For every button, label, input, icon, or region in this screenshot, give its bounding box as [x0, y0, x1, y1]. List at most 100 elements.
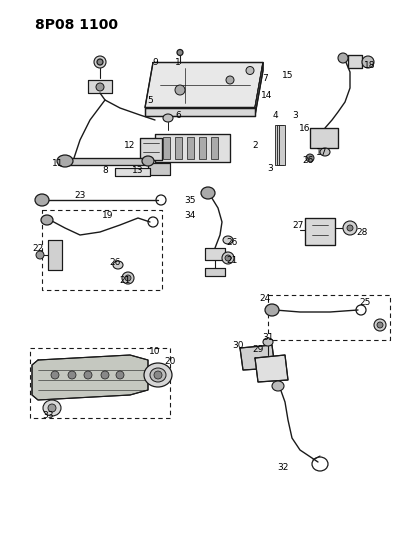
- Polygon shape: [115, 168, 150, 176]
- Ellipse shape: [101, 371, 109, 379]
- Polygon shape: [139, 138, 162, 160]
- Polygon shape: [145, 62, 262, 108]
- Ellipse shape: [68, 371, 76, 379]
- Ellipse shape: [97, 59, 103, 65]
- Ellipse shape: [125, 275, 131, 281]
- Polygon shape: [211, 137, 218, 159]
- Text: 12: 12: [124, 141, 135, 149]
- Text: 11: 11: [52, 158, 63, 167]
- Text: 17: 17: [315, 148, 327, 157]
- Text: 5: 5: [147, 95, 153, 104]
- Text: 8: 8: [102, 166, 108, 174]
- Ellipse shape: [43, 400, 61, 416]
- Ellipse shape: [245, 67, 254, 75]
- Ellipse shape: [163, 114, 173, 122]
- Ellipse shape: [51, 371, 59, 379]
- Text: 9: 9: [152, 58, 157, 67]
- Polygon shape: [254, 62, 262, 116]
- Text: 27: 27: [292, 221, 303, 230]
- Polygon shape: [68, 158, 145, 165]
- Ellipse shape: [94, 56, 106, 68]
- Text: 4: 4: [272, 110, 277, 119]
- Text: 23: 23: [74, 190, 85, 199]
- Polygon shape: [163, 137, 170, 159]
- Text: 16: 16: [299, 124, 310, 133]
- Text: 34: 34: [184, 211, 195, 220]
- Ellipse shape: [154, 371, 162, 379]
- Polygon shape: [309, 128, 337, 148]
- Polygon shape: [48, 240, 62, 270]
- Ellipse shape: [373, 319, 385, 331]
- Polygon shape: [145, 108, 254, 116]
- Ellipse shape: [221, 252, 234, 264]
- Ellipse shape: [337, 53, 347, 63]
- Ellipse shape: [346, 225, 352, 231]
- Polygon shape: [198, 137, 205, 159]
- Ellipse shape: [200, 187, 214, 199]
- Text: 21: 21: [226, 255, 237, 264]
- Ellipse shape: [116, 371, 124, 379]
- Ellipse shape: [225, 255, 230, 261]
- Polygon shape: [204, 268, 225, 276]
- Ellipse shape: [36, 251, 44, 259]
- Ellipse shape: [96, 83, 104, 91]
- Text: 28: 28: [355, 228, 367, 237]
- Text: 20: 20: [164, 358, 175, 367]
- Text: 15: 15: [281, 70, 293, 79]
- Polygon shape: [239, 345, 274, 370]
- Text: 26: 26: [301, 156, 313, 165]
- Text: 26: 26: [109, 257, 120, 266]
- Ellipse shape: [41, 215, 53, 225]
- Polygon shape: [304, 218, 334, 245]
- Text: 2: 2: [252, 141, 257, 149]
- Polygon shape: [274, 125, 280, 165]
- Text: 32: 32: [276, 464, 288, 472]
- Ellipse shape: [376, 322, 382, 328]
- Ellipse shape: [342, 221, 356, 235]
- Ellipse shape: [150, 368, 166, 382]
- Polygon shape: [254, 355, 287, 382]
- Text: 6: 6: [175, 110, 180, 119]
- Text: 13: 13: [132, 166, 144, 174]
- Ellipse shape: [271, 381, 283, 391]
- Text: 30: 30: [231, 341, 243, 350]
- Text: 18: 18: [363, 61, 375, 69]
- Text: 3: 3: [267, 164, 272, 173]
- Text: 25: 25: [358, 297, 370, 306]
- Polygon shape: [32, 355, 148, 400]
- Text: 31: 31: [262, 334, 273, 343]
- Ellipse shape: [225, 76, 234, 84]
- Ellipse shape: [84, 371, 92, 379]
- Polygon shape: [155, 134, 229, 162]
- Text: 33: 33: [42, 410, 54, 419]
- Polygon shape: [175, 137, 182, 159]
- Text: 14: 14: [261, 91, 272, 100]
- Ellipse shape: [113, 261, 123, 269]
- Text: 1: 1: [175, 58, 180, 67]
- Text: 7: 7: [261, 74, 267, 83]
- Ellipse shape: [144, 363, 172, 387]
- Text: 10: 10: [149, 348, 160, 357]
- Text: 21: 21: [119, 276, 130, 285]
- Polygon shape: [276, 125, 282, 165]
- Polygon shape: [204, 248, 225, 260]
- Text: 29: 29: [252, 345, 263, 354]
- Polygon shape: [148, 163, 170, 175]
- Polygon shape: [88, 80, 112, 93]
- Ellipse shape: [57, 155, 73, 167]
- Ellipse shape: [222, 236, 232, 244]
- Text: 8P08 1100: 8P08 1100: [35, 18, 118, 32]
- Text: 26: 26: [226, 238, 237, 246]
- Text: 35: 35: [184, 196, 195, 205]
- Ellipse shape: [175, 85, 184, 95]
- Ellipse shape: [262, 338, 272, 346]
- Text: 19: 19: [102, 211, 113, 220]
- Ellipse shape: [142, 156, 154, 166]
- Polygon shape: [347, 55, 361, 68]
- Polygon shape: [278, 125, 284, 165]
- Text: 3: 3: [291, 110, 297, 119]
- Text: 24: 24: [259, 294, 270, 303]
- Ellipse shape: [319, 148, 329, 156]
- Ellipse shape: [35, 194, 49, 206]
- Ellipse shape: [48, 404, 56, 412]
